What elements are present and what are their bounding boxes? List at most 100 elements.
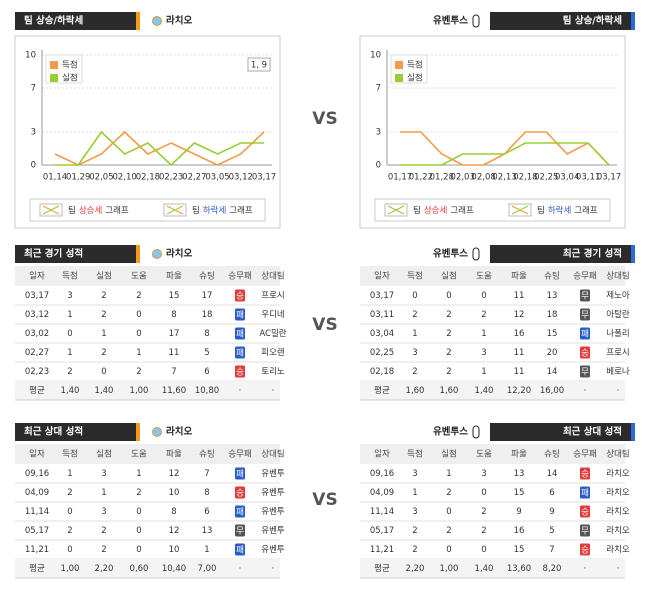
table-cell: 1 [67,469,72,479]
table-cell: 3 [481,348,486,358]
average-cell: 11,60 [162,386,186,396]
result-badge [235,486,245,499]
table-cell: 1 [412,329,417,339]
table-cell: 2 [446,348,451,358]
table-cell: 아탈란 [606,309,630,320]
result-badge [235,327,245,340]
table-cell: 0 [136,526,141,536]
average-cell: · [272,386,275,396]
table-cell: 2 [101,291,106,301]
result-label: 승 [236,489,244,499]
x-tick-label: 01,28 [430,173,454,183]
legend-label: 실점 [407,73,423,84]
average-row [15,559,280,578]
table-cell: 0 [136,507,141,517]
table-cell: 0 [412,291,417,301]
table-cell: 02,23 [25,367,49,377]
table-cell: 6 [204,507,209,517]
table-header-row [15,444,280,464]
result-label: 승 [581,508,589,518]
header-tab [490,423,635,441]
average-cell: 평균 [29,563,45,574]
table-cell: 2 [446,329,451,339]
column-header: 실점 [441,449,457,460]
legend-suffix: 그래프 [450,206,474,216]
table-cell: 03,17 [370,291,394,301]
legend-highlight: 상승세 [424,205,447,216]
table-cell: 3 [101,507,106,517]
table-cell: 2 [481,526,486,536]
header-tab [15,423,140,441]
legend-icon-line [511,205,529,215]
table-cell: 03,02 [25,329,49,339]
result-badge [580,365,590,378]
result-label: 승 [581,470,589,480]
average-cell: 1,00 [440,564,459,574]
legend-icon-line [42,205,60,215]
legend-swatch [395,74,403,82]
table-cell: AC밀란 [259,328,286,339]
average-cell: 평균 [374,385,390,396]
header-tab [490,245,635,263]
table-cell: 18 [547,310,558,320]
vs-label: VS [312,315,337,335]
column-header: 도움 [131,450,147,460]
legend-swatch [50,61,58,69]
average-row [360,559,625,578]
trend-legend-box [29,198,266,222]
table-cell: 2 [101,526,106,536]
legend-highlight: 하락세 [548,205,571,216]
x-tick-label: 02,10 [112,173,136,183]
annotation: 1, 9 [251,61,267,71]
average-cell: 8,20 [543,564,562,574]
result-label: 패 [236,310,244,321]
header-title: 최근 상대 성적 [24,426,83,438]
x-tick-label: 03,05 [205,173,229,183]
y-tick-label: 0 [31,161,36,171]
column-header: 득점 [407,449,423,460]
table-cell: 2 [446,367,451,377]
table-cell: 11 [514,367,525,377]
legend-label: 실점 [62,73,78,84]
average-cell: · [617,386,620,396]
average-cell: 7,00 [198,564,217,574]
result-label: 승 [581,546,589,556]
x-tick-label: 02,25 [534,173,558,183]
table-cell: 3 [481,469,486,479]
table-cell: 12 [514,310,525,320]
column-header: 파울 [166,450,182,460]
table-cell: 2 [136,291,141,301]
table-cell: 18 [202,310,213,320]
table-cell: 2 [412,526,417,536]
table-cell: 유벤투 [261,468,285,479]
table-cell: 15 [514,545,525,555]
column-header: 일자 [29,272,45,282]
legend-prefix: 팀 [68,205,76,216]
result-badge [235,308,245,321]
table-cell: 16 [514,329,525,339]
result-label: 승 [236,292,244,302]
table-cell: 7 [171,367,176,377]
table-cell: 03,17 [25,291,49,301]
result-label: 패 [236,545,244,556]
table-cell: 프로시 [606,348,629,358]
table-cell: 라치오 [606,488,630,498]
table-cell: 라치오 [606,545,630,555]
x-tick-label: 01,17 [388,173,412,183]
table-cell: 2 [446,488,451,498]
column-header: 일자 [374,450,390,460]
legend-icon-line [166,205,184,215]
table-cell: 13 [202,526,213,536]
result-label: 패 [236,469,244,480]
legend-label: 득점 [62,60,78,71]
result-label: 패 [581,329,589,340]
legend-prefix: 팀 [192,205,200,216]
x-tick-label: 02,27 [182,173,206,183]
x-tick-label: 01,22 [409,173,433,183]
column-header: 득점 [407,271,423,282]
x-tick-label: 01,29 [66,173,90,183]
table-cell: 7 [549,545,554,555]
table-cell: 7 [204,469,209,479]
average-cell: 16,00 [540,386,564,396]
